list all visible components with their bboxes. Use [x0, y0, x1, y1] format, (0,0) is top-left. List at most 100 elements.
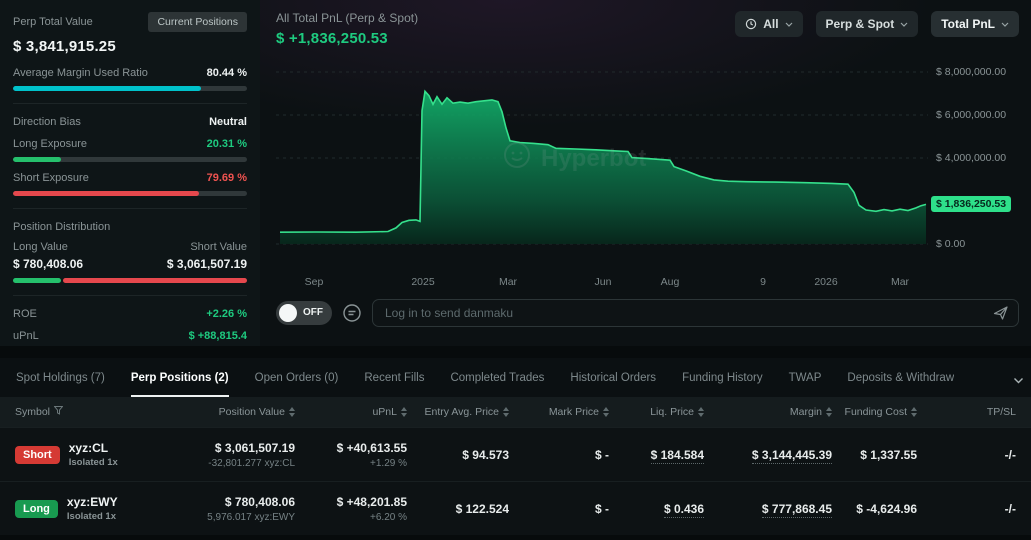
perp-summary-panel: Perp Total Value Current Positions $ 3,8…	[0, 0, 260, 346]
upnl-label: uPnL	[13, 330, 39, 342]
col-label: uPnL	[372, 406, 397, 418]
short-exposure-value: 79.69 %	[206, 172, 247, 184]
upnl-percent: +6.20 %	[370, 511, 407, 523]
time-range-select[interactable]: All	[735, 11, 803, 37]
col-label: Mark Price	[548, 406, 599, 418]
position-value: $ 780,408.06	[224, 494, 295, 509]
col-funding-cost[interactable]: Funding Cost	[832, 406, 917, 418]
scope-select[interactable]: Perp & Spot	[815, 11, 919, 37]
tabs-overflow-chevron-icon[interactable]	[1013, 371, 1024, 389]
col-label: Funding Cost	[844, 406, 907, 418]
funding-cost: $ -4,624.96	[856, 501, 917, 516]
x-axis-tick: Mar	[498, 276, 518, 288]
col-entry-price[interactable]: Entry Avg. Price	[407, 406, 509, 418]
mark-price: $ -	[594, 447, 609, 462]
tab-perp-positions[interactable]: Perp Positions (2)	[131, 358, 229, 397]
y-axis-tick: $ 8,000,000.00	[936, 66, 1007, 78]
filter-icon[interactable]	[53, 406, 64, 418]
x-axis-tick: 9	[760, 276, 766, 288]
tab-funding-history[interactable]: Funding History	[682, 371, 763, 384]
long-value-label: Long Value	[13, 241, 68, 253]
divider	[13, 208, 247, 209]
x-axis-tick: Mar	[890, 276, 910, 288]
sort-icon	[289, 407, 295, 417]
tab-completed-trades[interactable]: Completed Trades	[450, 371, 545, 384]
symbol-name: xyz:EWY	[66, 495, 118, 509]
chevron-down-icon	[1001, 22, 1009, 27]
direction-bias-label: Direction Bias	[13, 116, 81, 128]
y-axis-tick: $ 0.00	[936, 238, 966, 250]
tpsl-value: -/-	[1004, 447, 1016, 462]
margin-value[interactable]: $ 777,868.45	[761, 501, 832, 518]
sort-icon	[698, 407, 704, 417]
position-size: 5,976.017 xyz:EWY	[207, 511, 295, 523]
roe-value: +2.26 %	[206, 308, 247, 320]
chart-total-pnl: $ +1,836,250.53	[276, 30, 388, 47]
chevron-down-icon	[900, 22, 908, 27]
liq-price[interactable]: $ 0.436	[663, 501, 704, 518]
danmaku-toggle[interactable]: OFF	[276, 301, 332, 325]
short-exposure-bar	[13, 191, 247, 196]
col-position-value[interactable]: Position Value	[165, 406, 295, 418]
long-exposure-label: Long Exposure	[13, 138, 87, 150]
time-range-value: All	[763, 17, 779, 31]
margin-ratio-label: Average Margin Used Ratio	[13, 67, 148, 79]
short-value-label: Short Value	[190, 241, 247, 253]
table-header: Symbol Position Value uPnL Entry Avg. Pr…	[0, 397, 1031, 427]
sort-icon	[603, 407, 609, 417]
metric-select[interactable]: Total PnL	[931, 11, 1019, 37]
metric-value: Total PnL	[941, 17, 995, 31]
x-axis-tick: Aug	[660, 276, 680, 288]
col-label: TP/SL	[986, 406, 1016, 418]
perp-total-value: $ 3,841,915.25	[13, 38, 116, 55]
long-value: $ 780,408.06	[13, 257, 84, 271]
tab-twap[interactable]: TWAP	[788, 371, 822, 384]
chevron-down-icon	[785, 22, 793, 27]
long-exposure-bar	[13, 157, 247, 162]
upnl-value: $ +48,201.85	[336, 494, 407, 509]
position-row[interactable]: Long xyz:EWY Isolated 1x $ 780,408.06 5,…	[0, 481, 1031, 535]
danmaku-display-icon[interactable]	[342, 303, 362, 323]
entry-price: $ 122.524	[455, 501, 509, 516]
col-upnl[interactable]: uPnL	[295, 406, 407, 418]
tab-recent-fills[interactable]: Recent Fills	[364, 371, 425, 384]
liq-price[interactable]: $ 184.584	[650, 447, 704, 464]
margin-ratio-value: 80.44 %	[206, 67, 247, 79]
short-exposure-label: Short Exposure	[13, 172, 89, 184]
col-mark-price[interactable]: Mark Price	[509, 406, 609, 418]
col-label: Liq. Price	[650, 406, 694, 418]
scope-value: Perp & Spot	[825, 17, 895, 31]
divider	[13, 295, 247, 296]
sort-icon	[401, 407, 407, 417]
leverage-label: Isolated 1x	[66, 511, 116, 522]
col-liq-price[interactable]: Liq. Price	[609, 406, 704, 418]
y-axis-tick: $ 6,000,000.00	[936, 109, 1007, 121]
danmaku-input[interactable]	[372, 299, 1019, 327]
col-label: Entry Avg. Price	[424, 406, 499, 418]
tpsl-value: -/-	[1004, 501, 1016, 516]
tab-open-orders[interactable]: Open Orders (0)	[254, 371, 339, 384]
mark-price: $ -	[594, 501, 609, 516]
y-axis-tick: $ 4,000,000.00	[936, 152, 1007, 164]
col-margin[interactable]: Margin	[704, 406, 832, 418]
top-section: Perp Total Value Current Positions $ 3,8…	[0, 0, 1031, 346]
position-row[interactable]: Short xyz:CL Isolated 1x $ 3,061,507.19 …	[0, 427, 1031, 481]
current-positions-button[interactable]: Current Positions	[148, 12, 247, 32]
send-icon[interactable]	[993, 305, 1009, 321]
tab-spot-holdings[interactable]: Spot Holdings (7)	[16, 371, 105, 384]
positions-table: Symbol Position Value uPnL Entry Avg. Pr…	[0, 397, 1031, 535]
margin-value[interactable]: $ 3,144,445.39	[751, 447, 832, 464]
position-value: $ 3,061,507.19	[214, 440, 295, 455]
tab-deposits-withdrawals[interactable]: Deposits & Withdraw	[847, 371, 955, 384]
entry-price: $ 94.573	[462, 447, 509, 462]
sort-icon	[826, 407, 832, 417]
divider	[13, 103, 247, 104]
upnl-value: $ +88,815.4	[188, 330, 247, 342]
bottom-tabs: Spot Holdings (7) Perp Positions (2) Ope…	[0, 358, 1031, 397]
x-axis-tick: Jun	[594, 276, 612, 288]
pnl-chart-panel: All Total PnL (Perp & Spot) $ +1,836,250…	[260, 0, 1031, 346]
toggle-state-label: OFF	[303, 307, 323, 318]
col-symbol[interactable]: Symbol	[15, 406, 165, 418]
side-badge: Short	[15, 445, 60, 464]
tab-historical-orders[interactable]: Historical Orders	[570, 371, 657, 384]
